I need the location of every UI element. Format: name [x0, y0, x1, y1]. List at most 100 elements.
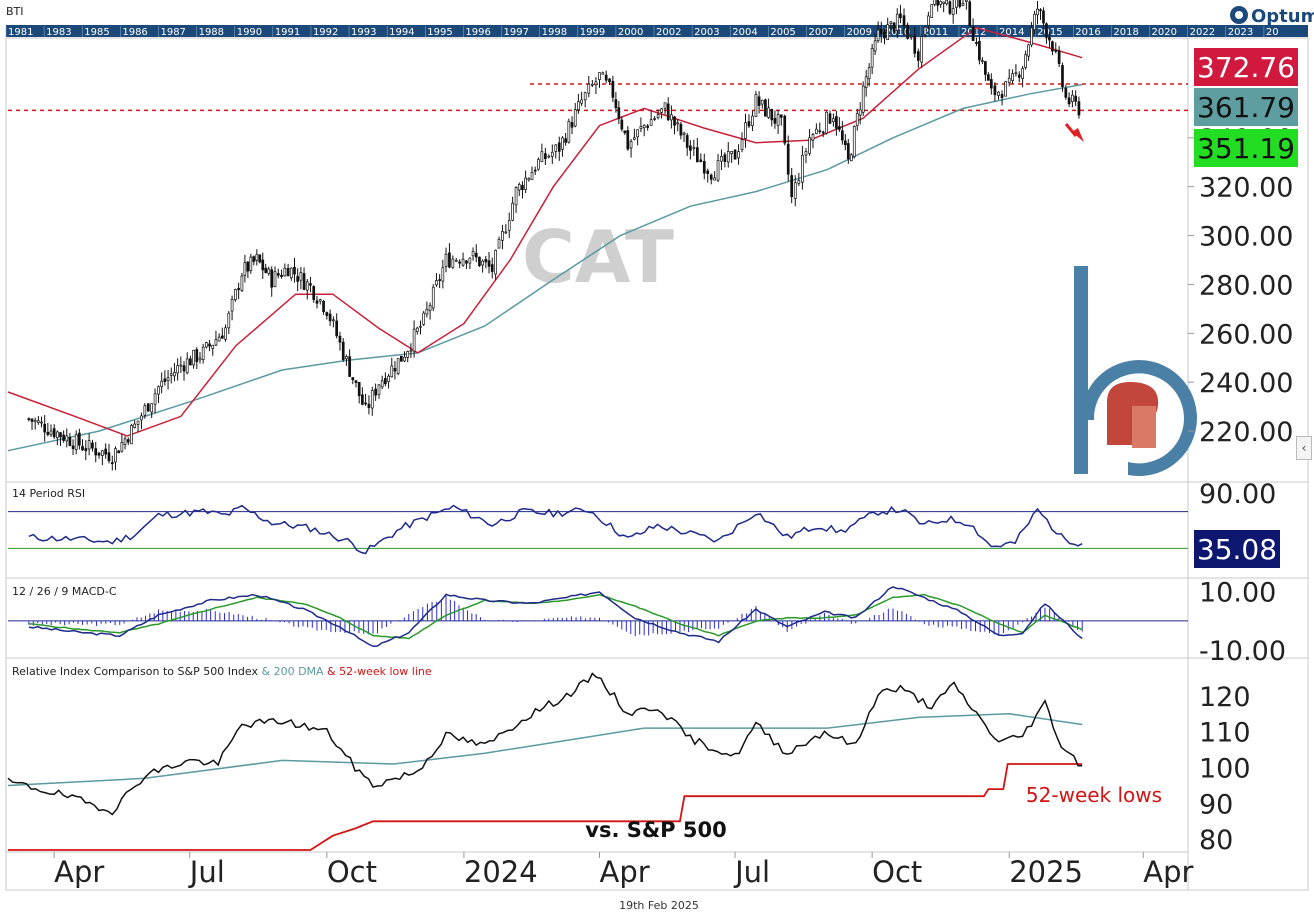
candle-body	[435, 280, 438, 286]
candle-body	[487, 260, 491, 267]
candle-body	[1051, 41, 1054, 52]
overview-year-label: 1985	[84, 27, 109, 38]
candle-body	[185, 358, 189, 374]
scroll-left-button[interactable]: ‹	[1296, 436, 1312, 460]
candle-body	[642, 124, 646, 129]
candle-body	[403, 356, 406, 362]
candle-body	[838, 126, 841, 130]
candle-body	[913, 35, 917, 54]
candle-body	[289, 267, 293, 279]
candle-body	[478, 256, 481, 267]
candle-body	[227, 312, 231, 329]
overview-strip[interactable]	[6, 25, 1308, 37]
candle-body	[989, 79, 993, 89]
candle-body	[656, 114, 660, 119]
candle-body	[923, 26, 927, 35]
candle-body	[594, 81, 598, 86]
candle-body	[412, 328, 416, 352]
relative-y-tick-label: 100	[1199, 754, 1251, 785]
x-tick-label: 2024	[464, 855, 538, 889]
macd-line	[28, 586, 1083, 648]
candle-body	[110, 462, 114, 465]
candle-body	[276, 273, 280, 276]
candle-body	[205, 342, 208, 348]
candle-body	[114, 448, 117, 463]
candle-body	[818, 130, 822, 133]
candle-body	[902, 15, 906, 27]
candle-body	[843, 140, 847, 146]
candle-body	[192, 349, 195, 366]
candle-body	[267, 268, 271, 274]
candle-body	[530, 171, 534, 180]
overview-year-label: 1996	[465, 27, 490, 38]
candle-body	[955, 0, 958, 8]
candle-body	[283, 267, 287, 277]
candle-body	[146, 403, 150, 412]
candle-body	[786, 143, 790, 175]
candle-body	[981, 60, 984, 62]
candle-body	[909, 35, 913, 38]
candle-body	[211, 344, 215, 349]
candle-body	[751, 115, 754, 126]
overview-year-label: 1994	[389, 27, 414, 38]
relative-200dma-line	[7, 713, 1083, 787]
candle-body	[1021, 68, 1024, 79]
candle-body	[620, 119, 624, 130]
candle-body	[927, 15, 930, 26]
candle-body	[49, 430, 53, 435]
rsi-tag-box	[1194, 530, 1280, 568]
candle-body	[1033, 13, 1036, 31]
candle-body	[169, 373, 173, 376]
candle-body	[458, 261, 462, 264]
candle-body	[968, 1, 972, 27]
candle-body	[978, 41, 981, 61]
candle-body	[892, 22, 896, 32]
candle-body	[189, 358, 192, 366]
candle-body	[1011, 73, 1014, 81]
candle-body	[544, 153, 547, 160]
candle-body	[364, 402, 367, 405]
candle-body	[673, 116, 676, 126]
candle-body	[564, 138, 567, 143]
candle-body	[852, 126, 856, 157]
candle-body	[176, 365, 179, 374]
candle-body	[136, 420, 140, 425]
candle-body	[835, 116, 838, 129]
candle-body	[965, 0, 968, 2]
brand-logo-mark	[1074, 266, 1197, 477]
candle-body	[653, 118, 656, 120]
relative-title: Relative Index Comparison to S&P 500 Ind…	[12, 665, 432, 678]
macd-signal-line	[28, 593, 1083, 640]
candle-body	[993, 85, 997, 96]
candle-body	[920, 36, 924, 63]
price-tag-ma200	[1194, 88, 1298, 126]
macd-histogram	[28, 595, 1083, 637]
overview-year-label: 1992	[313, 27, 338, 38]
candle-body	[699, 159, 703, 163]
candle-body	[933, 0, 937, 5]
candle-body	[270, 269, 274, 288]
candle-body	[1017, 74, 1021, 78]
candle-body	[849, 154, 853, 162]
overview-year-label: 2000	[618, 27, 643, 38]
candle-body	[611, 80, 615, 98]
candle-body	[117, 450, 121, 454]
candle-body	[1007, 77, 1011, 83]
overview-year-label: 2003	[694, 27, 719, 38]
candle-body	[230, 298, 234, 312]
candle-body	[173, 372, 176, 377]
candle-body	[101, 450, 104, 456]
overview-year-label: 2004	[732, 27, 757, 38]
candle-body	[46, 431, 50, 435]
candle-body	[415, 327, 419, 332]
candle-body	[776, 114, 780, 126]
candle-body	[604, 74, 608, 81]
candle-body	[123, 438, 127, 445]
candle-body	[1027, 44, 1030, 57]
price-tag-ma50	[1194, 48, 1298, 86]
candle-body	[540, 151, 544, 162]
macd-panel: 12 / 26 / 9 MACD-C 10.00 -10.00	[8, 578, 1286, 667]
candle-body	[1064, 88, 1068, 98]
candle-body	[451, 258, 455, 268]
